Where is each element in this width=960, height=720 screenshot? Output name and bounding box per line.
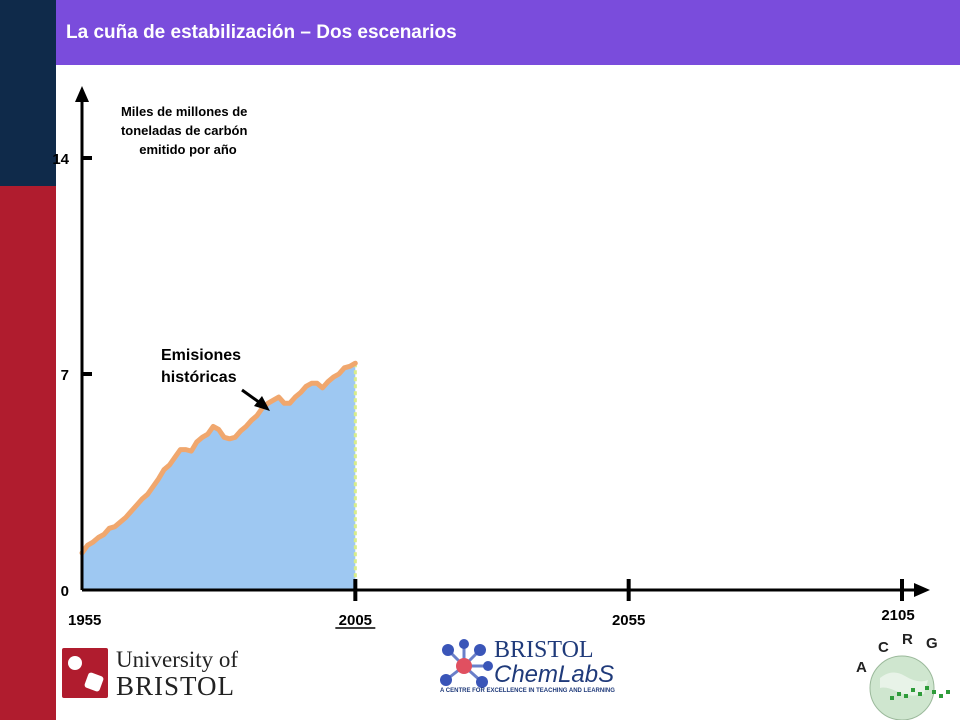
y-axis-label: Miles de millones de toneladas de carbón… <box>121 104 251 157</box>
y-axis-arrow <box>75 86 89 102</box>
side-band-red <box>0 186 56 720</box>
y-tick-label: 14 <box>52 151 69 168</box>
y-axis-label-line: toneladas de carbón <box>121 123 247 138</box>
x-tick-label: 2105 <box>881 607 914 624</box>
y-tick-label: 0 <box>61 583 69 600</box>
university-of-bristol-logo: University of BRISTOL <box>62 644 238 704</box>
y-axis-label-line: Miles de millones de <box>121 104 247 119</box>
chart-ticks: 0 7 14 1955 2005 2055 2105 <box>52 151 914 629</box>
crest-icon <box>62 648 108 698</box>
x-tick-label: 2005 <box>339 612 372 629</box>
x-axis-arrow <box>914 583 930 597</box>
svg-text:R: R <box>902 631 913 648</box>
slide-title: La cuña de estabilización – Dos escenari… <box>66 22 457 43</box>
title-bar <box>56 0 960 65</box>
annotation-arrow <box>241 388 270 411</box>
historical-emissions-annotation: Emisiones históricas <box>161 347 245 386</box>
historical-emissions-area <box>82 363 356 590</box>
bristol-chemlabs-logo: BRISTOL ChemLabS A CENTRE FOR EXCELLENCE… <box>436 636 616 700</box>
molecule-icon <box>440 639 493 688</box>
svg-text:G: G <box>926 635 938 652</box>
svg-text:A: A <box>856 659 867 676</box>
x-tick-label: 2055 <box>612 612 645 629</box>
side-band-navy <box>0 0 56 186</box>
y-tick-label: 7 <box>61 367 69 384</box>
acrg-globe-logo: A C R G <box>856 631 950 720</box>
annotation-line: históricas <box>161 369 237 386</box>
chart-axes <box>75 86 930 597</box>
emissions-line <box>79 360 358 556</box>
svg-text:C: C <box>878 639 889 656</box>
y-axis-label-line: emitido por año <box>139 142 237 157</box>
plot-area <box>79 360 358 590</box>
annotation-line: Emisiones <box>161 347 241 364</box>
x-tick-label: 1955 <box>68 612 101 629</box>
